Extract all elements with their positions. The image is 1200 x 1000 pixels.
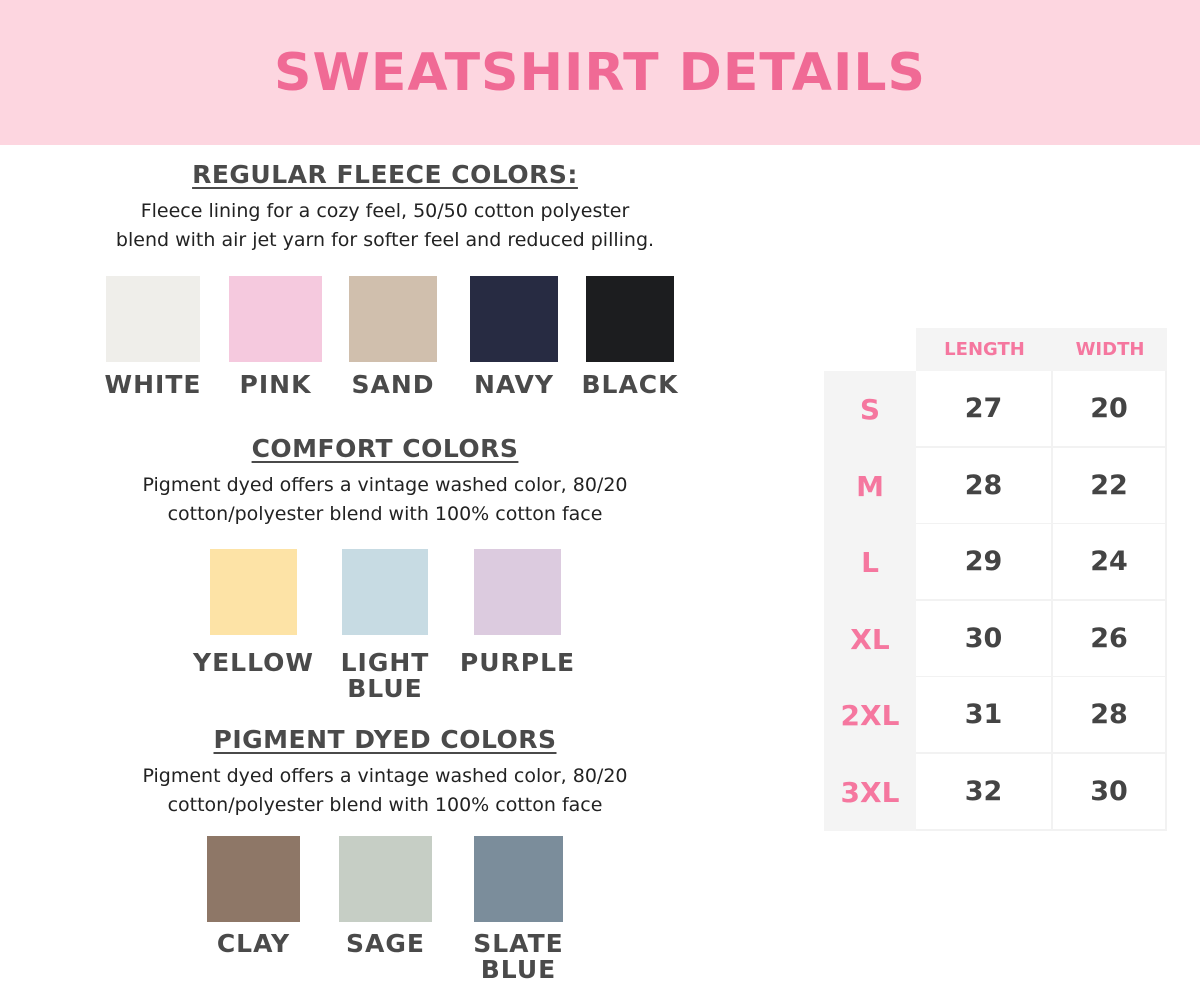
- width-value: 22: [1053, 447, 1167, 525]
- length-value: 29: [916, 524, 1053, 601]
- width-value: 24: [1053, 524, 1167, 601]
- size-label: M: [824, 447, 916, 525]
- section-description: Pigment dyed offers a vintage washed col…: [142, 474, 628, 525]
- color-swatch: [349, 276, 437, 362]
- width-value: 26: [1053, 600, 1167, 678]
- regular-fleece-section: REGULAR FLEECE COLORS: Fleece lining for…: [0, 160, 770, 255]
- color-swatch: [342, 549, 428, 635]
- width-value: 28: [1053, 677, 1167, 754]
- section-description: Fleece lining for a cozy feel, 50/50 cot…: [115, 200, 655, 251]
- color-label: SAGE: [346, 929, 425, 958]
- color-label: NAVY: [473, 370, 555, 399]
- length-value: 27: [916, 371, 1053, 448]
- color-label: BLACK: [581, 370, 679, 399]
- color-swatch: [586, 276, 674, 362]
- color-swatch: [339, 836, 432, 922]
- comfort-colors-section: COMFORT COLORS Pigment dyed offers a vin…: [0, 434, 770, 529]
- length-value: 32: [916, 753, 1053, 831]
- section-title: PIGMENT DYED COLORS: [213, 725, 557, 754]
- color-label: PINK: [239, 370, 312, 399]
- page-title: SWEATSHIRT DETAILS: [274, 42, 926, 103]
- color-swatch: [207, 836, 300, 922]
- color-swatch: [106, 276, 200, 362]
- column-header-width: WIDTH: [1053, 328, 1167, 371]
- size-label: XL: [824, 600, 916, 678]
- size-label: 3XL: [824, 753, 916, 831]
- color-label: PURPLE: [459, 648, 576, 677]
- color-label: LIGHT BLUE: [340, 648, 430, 703]
- color-swatch: [229, 276, 322, 362]
- color-label: SLATE BLUE: [473, 929, 564, 984]
- column-header-length: LENGTH: [916, 328, 1053, 371]
- size-label: 2XL: [824, 677, 916, 754]
- section-title: REGULAR FLEECE COLORS:: [192, 160, 578, 189]
- width-value: 30: [1053, 753, 1167, 831]
- length-value: 30: [916, 600, 1053, 678]
- color-label: CLAY: [216, 929, 291, 958]
- header-banner: SWEATSHIRT DETAILS: [0, 0, 1200, 145]
- size-label: L: [824, 524, 916, 601]
- section-title: COMFORT COLORS: [251, 434, 519, 463]
- color-swatch: [474, 549, 561, 635]
- length-value: 28: [916, 447, 1053, 525]
- color-label: WHITE: [104, 370, 202, 399]
- color-label: YELLOW: [193, 648, 314, 677]
- color-swatch: [470, 276, 558, 362]
- color-swatch: [474, 836, 563, 922]
- color-label: SAND: [351, 370, 435, 399]
- size-label: S: [824, 371, 916, 448]
- width-value: 20: [1053, 371, 1167, 448]
- section-description: Pigment dyed offers a vintage washed col…: [142, 765, 628, 816]
- length-value: 31: [916, 677, 1053, 754]
- pigment-dyed-section: PIGMENT DYED COLORS Pigment dyed offers …: [0, 725, 770, 820]
- color-swatch: [210, 549, 297, 635]
